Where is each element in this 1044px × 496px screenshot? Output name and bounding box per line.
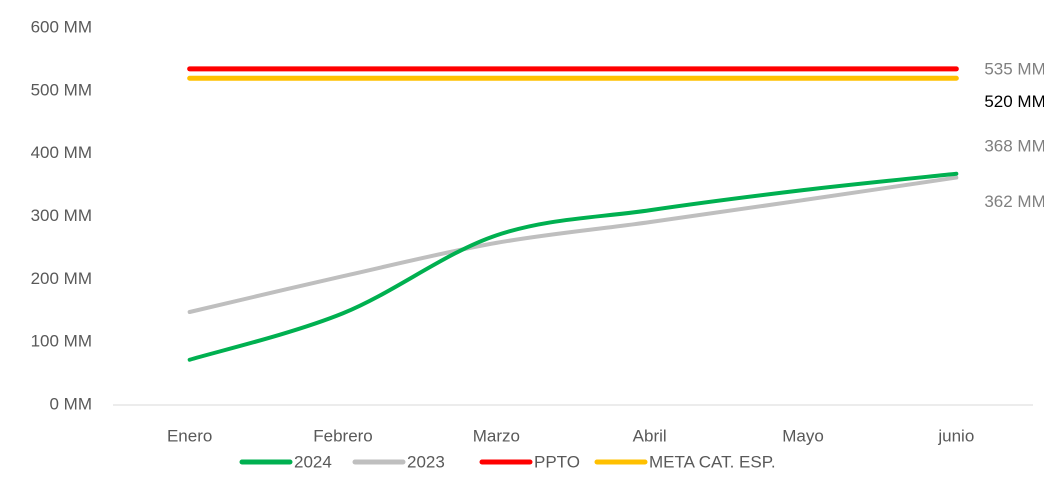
data-label: 520 MM: [984, 92, 1044, 111]
line-series: [187, 175, 959, 315]
y-tick-label: 400 MM: [31, 143, 92, 162]
legend-label: 2023: [407, 452, 445, 471]
data-label: 368 MM: [984, 136, 1044, 155]
y-tick-label: 500 MM: [31, 80, 92, 99]
x-tick-label: Abril: [633, 426, 667, 445]
x-tick-label: Mayo: [782, 426, 824, 445]
x-tick-label: Febrero: [313, 426, 373, 445]
data-label: 535 MM: [984, 59, 1044, 78]
data-label: 362 MM: [984, 192, 1044, 211]
x-tick-label: Enero: [167, 426, 212, 445]
y-tick-label: 0 MM: [50, 394, 93, 413]
legend-label: 2024: [294, 452, 332, 471]
y-tick-label: 600 MM: [31, 17, 92, 36]
legend-label: PPTO: [534, 452, 580, 471]
line-series: [187, 171, 959, 362]
y-tick-label: 100 MM: [31, 332, 92, 351]
legend-label: META CAT. ESP.: [649, 452, 776, 471]
y-tick-label: 200 MM: [31, 269, 92, 288]
x-tick-label: junio: [937, 426, 974, 445]
y-tick-label: 300 MM: [31, 206, 92, 225]
x-tick-label: Marzo: [473, 426, 520, 445]
